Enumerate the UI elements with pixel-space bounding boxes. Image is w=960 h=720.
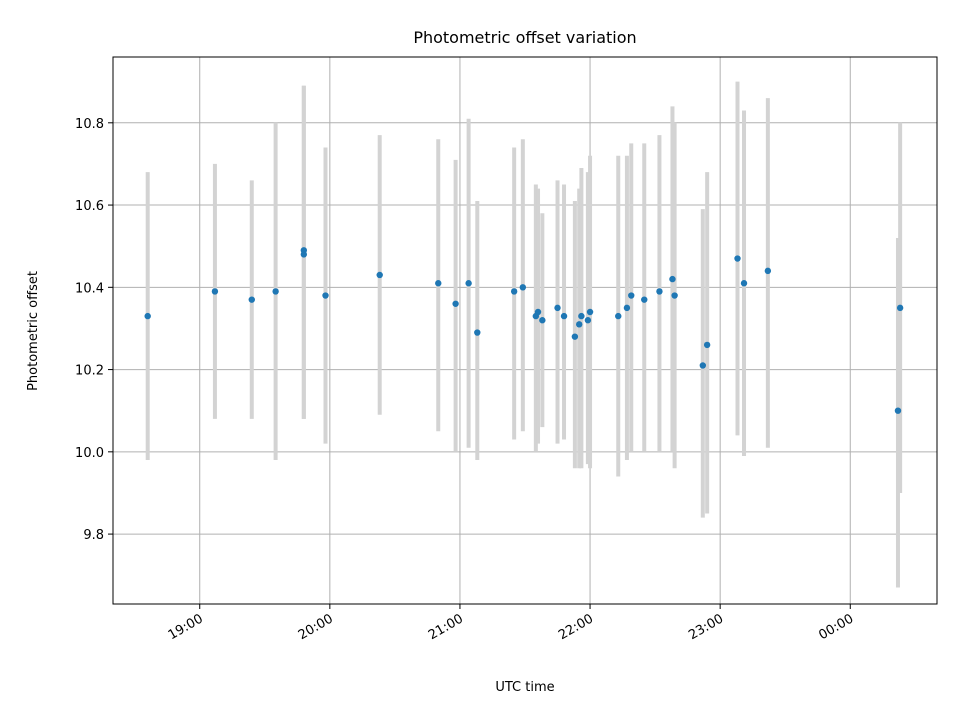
data-point <box>669 275 676 283</box>
data-points <box>144 247 904 414</box>
data-point <box>584 317 592 324</box>
data-point <box>586 308 594 316</box>
data-point <box>474 329 481 336</box>
data-point <box>465 280 472 287</box>
y-tick-label: 10.0 <box>75 446 104 461</box>
data-point <box>628 292 635 299</box>
data-point <box>510 288 518 295</box>
y-tick-label: 10.6 <box>75 199 104 214</box>
x-axis-label: UTC time <box>495 680 554 695</box>
data-point <box>576 321 583 328</box>
data-point <box>560 312 568 320</box>
chart-title: Photometric offset variation <box>413 28 636 47</box>
data-point <box>740 280 748 287</box>
y-axis-label: Photometric offset <box>26 271 41 391</box>
data-point <box>144 312 151 320</box>
data-point <box>703 341 711 349</box>
data-point <box>300 251 308 258</box>
data-point <box>656 288 663 295</box>
y-tick-label: 10.4 <box>75 281 104 296</box>
data-point <box>272 288 279 295</box>
data-point <box>539 317 546 324</box>
data-point <box>571 333 579 340</box>
data-point <box>896 304 904 312</box>
y-tick-label: 9.8 <box>83 528 104 543</box>
data-point <box>734 255 741 262</box>
data-point <box>452 300 459 307</box>
data-point <box>554 304 561 312</box>
data-point <box>623 304 631 312</box>
data-point <box>322 292 329 299</box>
data-point <box>376 271 383 279</box>
data-point <box>534 308 542 316</box>
data-point <box>519 284 527 291</box>
data-point <box>764 267 772 275</box>
data-point <box>894 407 902 414</box>
plot-frame <box>112 56 938 605</box>
y-axis-ticks: 9.8 10.0 10.2 10.4 10.6 10.8 <box>75 117 113 543</box>
data-point <box>641 296 648 303</box>
data-point <box>615 312 622 320</box>
y-tick-label: 10.8 <box>75 117 104 132</box>
data-point <box>699 362 707 369</box>
data-point <box>435 280 442 287</box>
data-point <box>211 288 219 295</box>
y-tick-label: 10.2 <box>75 364 104 379</box>
data-point <box>248 296 255 303</box>
data-point <box>578 312 585 320</box>
data-point <box>671 292 678 299</box>
